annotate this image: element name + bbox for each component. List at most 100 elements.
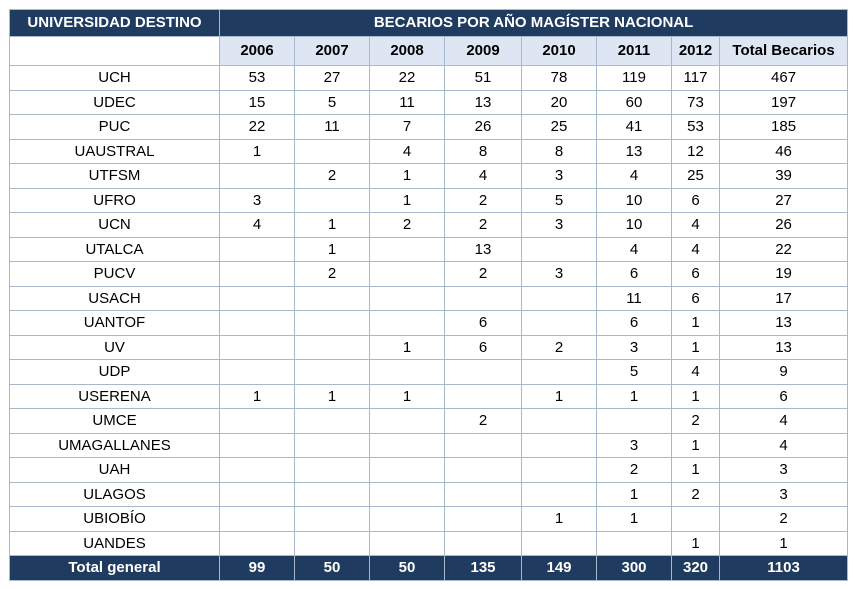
year-value-cell: 26 (444, 114, 522, 140)
year-value-cell (369, 481, 445, 507)
year-value-cell: 4 (369, 138, 445, 164)
year-value-cell: 25 (521, 114, 597, 140)
year-value-cell: 20 (521, 89, 597, 115)
table-row: UANDES 1 1 (9, 530, 849, 556)
year-value-cell (219, 310, 295, 336)
university-name: UTALCA (9, 236, 220, 262)
year-value-cell: 1 (369, 163, 445, 189)
year-value-cell: 4 (671, 359, 720, 385)
table-row: UMAGALLANES 3 1 4 (9, 432, 849, 458)
year-value-cell (521, 236, 597, 262)
year-value-cell (369, 261, 445, 287)
year-value-cell: 2 (671, 481, 720, 507)
year-value-cell: 6 (596, 261, 672, 287)
row-total: 4 (718, 432, 849, 458)
year-value-cell: 4 (596, 236, 672, 262)
year-value-cell: 4 (671, 212, 720, 238)
university-name: UFRO (9, 187, 220, 213)
university-name: UANDES (9, 530, 220, 556)
year-header: 2011 (596, 36, 672, 66)
year-value-cell (521, 285, 597, 311)
year-value-cell (444, 481, 522, 507)
year-value-cell: 3 (596, 334, 672, 360)
year-value-cell: 51 (444, 65, 522, 91)
year-value-cell (369, 236, 445, 262)
group-header: BECARIOS POR AÑO MAGÍSTER NACIONAL (218, 9, 849, 37)
year-header: 2012 (671, 36, 720, 66)
row-total: 1 (718, 530, 849, 556)
year-value-cell (521, 481, 597, 507)
year-value-cell (521, 359, 597, 385)
year-value-cell: 2 (444, 261, 522, 287)
year-value-cell: 2 (596, 457, 672, 483)
year-value-cell (369, 457, 445, 483)
row-total: 197 (718, 89, 849, 115)
year-value-cell: 11 (596, 285, 672, 311)
year-value-cell (219, 261, 295, 287)
year-value-cell (444, 432, 522, 458)
year-value-cell: 1 (671, 457, 720, 483)
row-total: 13 (718, 334, 849, 360)
year-value-cell: 1 (521, 506, 597, 532)
table-row: UFRO 3 1 2 5 10 6 27 (9, 187, 849, 213)
year-value-cell: 3 (219, 187, 295, 213)
year-header-row: 2006 2007 2008 2009 2010 2011 2012 Total… (9, 36, 849, 66)
table-row: UTALCA 1 13 4 4 22 (9, 236, 849, 262)
university-name: UCH (9, 65, 220, 91)
year-header: 2006 (219, 36, 295, 66)
year-value-cell: 1 (671, 432, 720, 458)
university-name: UMCE (9, 408, 220, 434)
year-value-cell: 53 (219, 65, 295, 91)
year-value-cell: 6 (671, 285, 720, 311)
year-value-cell: 1 (671, 383, 720, 409)
year-value-cell: 6 (596, 310, 672, 336)
year-value-cell: 2 (444, 187, 522, 213)
year-value-cell (294, 481, 370, 507)
year-value-cell: 27 (294, 65, 370, 91)
total-general-row: Total general 99 50 50 135 149 300 320 1103 (9, 555, 849, 581)
university-name: UMAGALLANES (9, 432, 220, 458)
year-value-cell: 1 (219, 138, 295, 164)
year-value-cell (219, 408, 295, 434)
year-value-cell: 3 (596, 432, 672, 458)
scholarship-table: UNIVERSIDAD DESTINO BECARIOS POR AÑO MAG… (9, 9, 849, 581)
year-value-cell (444, 457, 522, 483)
year-value-cell (219, 457, 295, 483)
year-value-cell (369, 530, 445, 556)
year-value-cell (369, 408, 445, 434)
table-row: UTFSM 2 1 4 3 4 25 39 (9, 163, 849, 189)
table-row: UCN 4 1 2 2 3 10 4 26 (9, 212, 849, 238)
university-name: UCN (9, 212, 220, 238)
year-value-cell: 41 (596, 114, 672, 140)
year-value-cell: 3 (521, 163, 597, 189)
table-row: UANTOF 6 6 1 13 (9, 310, 849, 336)
year-value-cell: 60 (596, 89, 672, 115)
year-value-cell (294, 310, 370, 336)
row-total: 467 (718, 65, 849, 91)
year-value-cell: 11 (294, 114, 370, 140)
year-value-cell: 8 (521, 138, 597, 164)
table-body: UCH 53 27 22 51 78 119 117 467 UDEC 15 5 11 13 20 60 73 1… (9, 65, 849, 581)
year-value-cell (294, 506, 370, 532)
year-value-cell (369, 285, 445, 311)
year-value-cell: 6 (671, 261, 720, 287)
year-value-cell: 1 (294, 383, 370, 409)
row-total: 26 (718, 212, 849, 238)
year-total-cell: 50 (294, 555, 370, 581)
table-row: UDEC 15 5 11 13 20 60 73 197 (9, 89, 849, 115)
total-general-label: Total general (9, 555, 220, 581)
year-value-cell: 73 (671, 89, 720, 115)
year-value-cell: 1 (521, 383, 597, 409)
year-value-cell (369, 432, 445, 458)
year-value-cell (596, 530, 672, 556)
year-value-cell (294, 138, 370, 164)
year-value-cell: 1 (671, 334, 720, 360)
table-row: USACH 11 6 17 (9, 285, 849, 311)
year-value-cell: 11 (369, 89, 445, 115)
table-row: UCH 53 27 22 51 78 119 117 467 (9, 65, 849, 91)
year-total-cell: 149 (521, 555, 597, 581)
year-value-cell (219, 481, 295, 507)
university-name: UANTOF (9, 310, 220, 336)
year-value-cell: 5 (521, 187, 597, 213)
year-value-cell (521, 432, 597, 458)
